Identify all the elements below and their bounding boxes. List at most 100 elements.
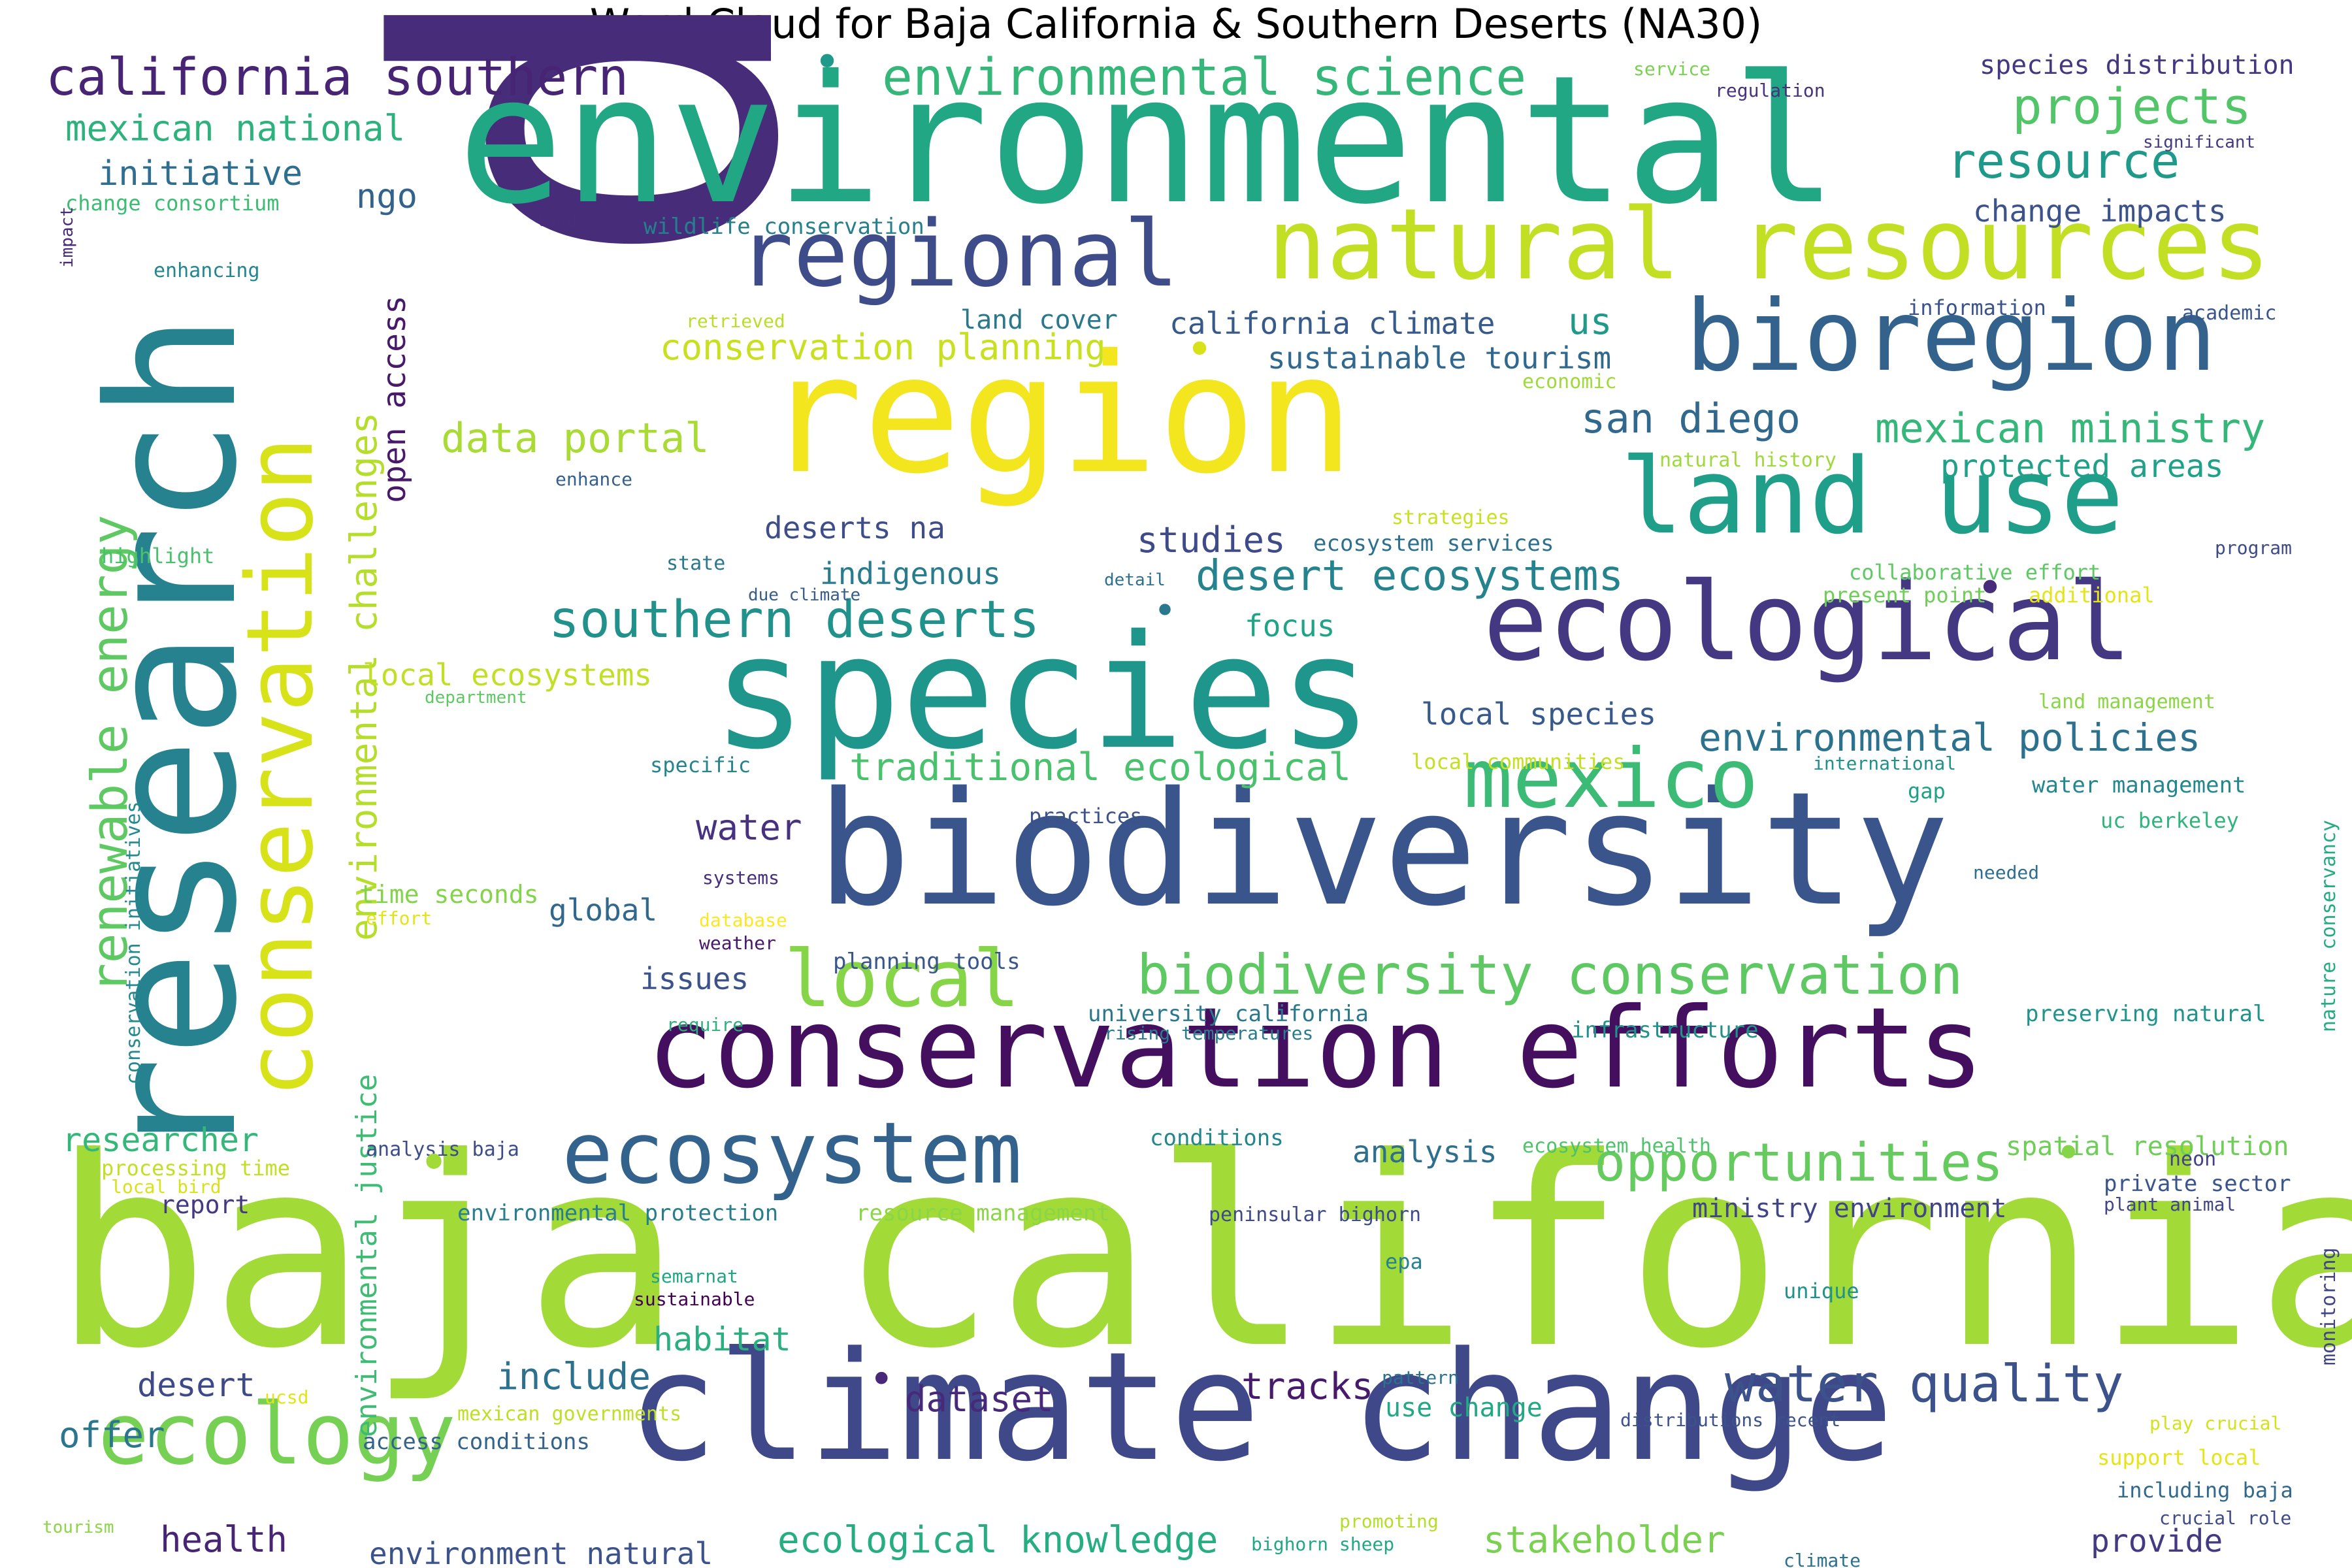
word-due-climate: due climate [748,585,861,605]
word-initiative: initiative [98,154,303,193]
word-provide: provide [2091,1523,2223,1560]
word-specific: specific [650,753,751,777]
word-local: local [784,934,1021,1025]
word-enhance: enhance [555,468,633,490]
word-san-diego: san diego [1581,395,1801,442]
word-play-crucial: play crucial [2149,1413,2282,1434]
word-pattern: pattern [1382,1367,1460,1388]
word-region: region [764,319,1355,510]
word-dot: • [2055,1126,2083,1180]
word-environmental: environmental [457,37,1838,243]
word-habitat: habitat [653,1320,791,1358]
word-mexico: mexico [1463,732,1759,826]
word-baja-california: baja california [52,1102,2352,1406]
word-health: health [160,1519,288,1560]
word-processing-time: processing time [101,1156,290,1181]
word-support-local: support local [2097,1445,2261,1470]
word-semarnat: semarnat [650,1266,738,1287]
word-regional: regional [738,201,1179,308]
word-conservation-planning: conservation planning [660,327,1106,368]
word-regulation: regulation [1715,80,1825,101]
word-data-portal: data portal [441,414,710,462]
word-peninsular-bighorn: peninsular bighorn [1209,1203,1422,1226]
word-dot: • [1186,323,1214,376]
word-conservation: conservation [227,436,334,1098]
word-natural-history: natural history [1659,449,1837,472]
word-biodiversity-conservation: biodiversity conservation [1137,943,1963,1007]
word-needed: needed [1973,862,2040,883]
word-state: state [666,552,726,575]
word-program: program [2215,537,2293,559]
word-environment-natural: environment natural [369,1536,713,1568]
word-gap: gap [1908,779,1946,804]
word-promoting: promoting [1339,1511,1439,1532]
word-require: require [666,1014,744,1036]
word-weather: weather [699,932,777,954]
figure-title: Word Cloud for Baja California & Souther… [589,0,1763,48]
word-water-management: water management [2032,772,2246,798]
word-natural-resources: natural resources [1267,188,2271,302]
word-desert-ecosystems: desert ecosystems [1196,552,1624,600]
word-neon: neon [2169,1148,2217,1171]
word-ucsd: ucsd [265,1386,309,1408]
word-local-ecosystems: local ecosystems [363,657,653,693]
word-us: us [1568,301,1612,343]
word-international: international [1813,753,1957,774]
word-service: service [1633,58,1711,80]
word-environmental-justice: environmental justice [350,1073,384,1437]
word-ecosystem-health: ecosystem health [1522,1135,1711,1158]
word-include: include [497,1356,651,1398]
word-spatial-resolution: spatial resolution [2006,1132,2289,1162]
word-enhancing: enhancing [154,259,260,282]
word-tracks: tracks [1241,1365,1374,1408]
word-species: species [712,601,1373,784]
word-systems: systems [702,867,780,889]
word-offer: offer [59,1414,165,1456]
word-distributions-recent: distributions recent [1620,1409,1841,1431]
word-environmental-policies: environmental policies [1699,715,2201,760]
word-access-conditions: access conditions [363,1429,590,1455]
word-indigenous: indigenous [820,556,1001,591]
word-opportunities: opportunities [1594,1132,2004,1193]
word-desert: desert [137,1366,255,1404]
word-environmental-science: environmental science [882,48,1527,107]
word-change-impacts: change impacts [1973,193,2227,229]
word-issues: issues [640,961,749,996]
word-information: information [1908,295,2046,320]
word-california-climate: california climate [1169,306,1495,341]
word-significant: significant [2143,133,2256,152]
word-university-california: university california [1088,1001,1369,1027]
word-monitoring: monitoring [2317,1247,2340,1365]
word-resource-management: resource management [856,1200,1110,1226]
word-planning-tools: planning tools [833,949,1021,975]
word-dot: • [813,35,841,89]
word-sustainable-tourism: sustainable tourism [1267,340,1612,376]
word-present-point: present point [1823,583,1987,608]
word-analysis-baja: analysis baja [366,1138,519,1161]
word-academic: academic [2182,302,2277,325]
word-including-baja: including baja [2117,1478,2293,1503]
word-deserts-na: deserts na [764,510,945,546]
word-ngo: ngo [356,177,417,216]
word-researcher: researcher [62,1121,259,1159]
word-effort: effort [366,907,433,929]
word-ecological: ecological [1483,559,2132,685]
word-economic: economic [1522,370,1617,393]
word-department: department [425,688,527,708]
word-bighorn-sheep: bighorn sheep [1251,1533,1395,1555]
word-water-quality: water quality [1725,1355,2124,1414]
word-water: water [696,807,802,848]
word-climate: climate [1784,1550,1861,1568]
word-land-management: land management [2038,691,2215,713]
word-environmental-protection: environmental protection [457,1200,779,1226]
word-database: database [699,909,787,931]
word-analysis: analysis [1352,1134,1497,1169]
word-strategies: strategies [1392,506,1510,529]
word-time-seconds: time seconds [359,880,539,909]
word-conservation-initiatives: conservation initiatives [122,801,145,1085]
word-conservation-efforts: conservation efforts [647,984,1984,1113]
word-unique: unique [1784,1279,1859,1303]
word-mexican-national: mexican national [65,108,406,149]
word-land: land [536,211,577,231]
